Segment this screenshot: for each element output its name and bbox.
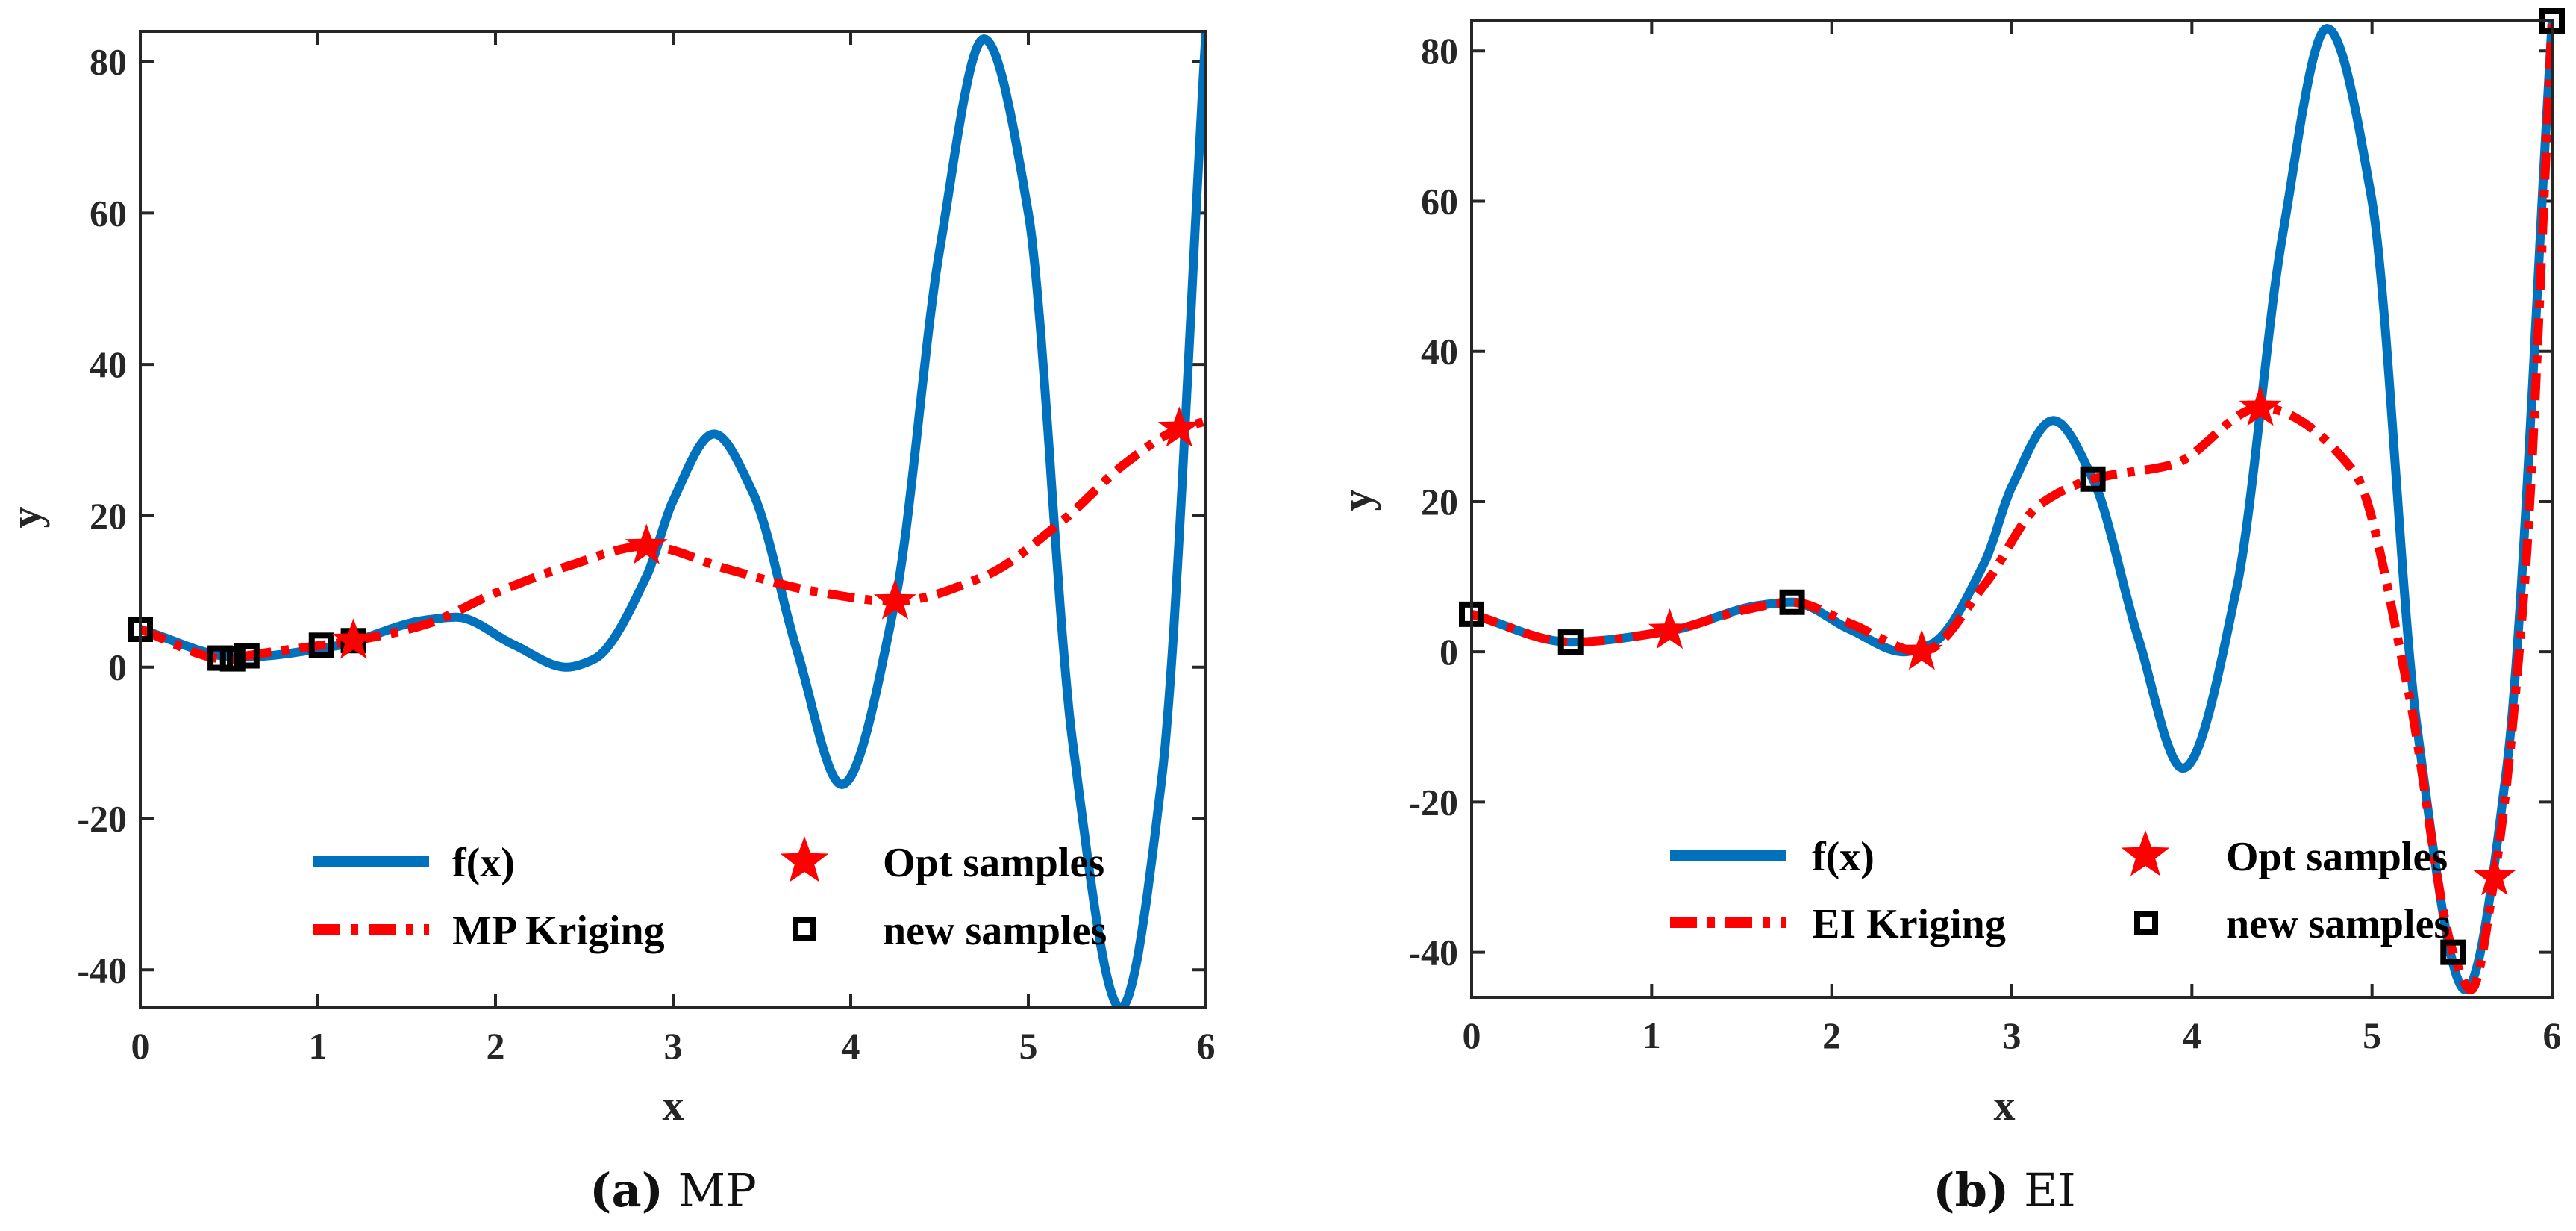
y-tick-label: -40 [1408,932,1458,973]
x-tick-label: 5 [2363,1015,2381,1056]
panel-b-ylabel: y [1333,490,1381,511]
panel-a-ticks: 0 1 2 3 4 5 6 -40 -20 0 20 40 60 80 [77,31,1216,1067]
y-tick-label: 20 [1421,481,1458,523]
opt-sample-star [1157,406,1201,447]
legend-opt-label: Opt samples [883,840,1104,886]
new-sample-marker [1557,629,1584,655]
new-sample-marker [2440,939,2466,965]
panel-b-caption: (b) EI [1933,1163,2076,1218]
panel-b-curves [1472,21,2552,995]
panel-a-xlabel: x [663,1081,684,1129]
x-tick-label: 6 [1197,1025,1216,1067]
panel-b: 0 1 2 3 4 5 6 -40 -20 0 20 40 60 80 x y f(x) EI Krigi… [1333,8,2565,1218]
panel-a-legend: f(x) MP Kriging Opt samples new samples [313,836,1107,954]
panel-a: 0 1 2 3 4 5 6 -40 -20 0 20 40 60 80 x y f(x) MP Krigi… [1,30,1216,1218]
legend-opt-star [2121,830,2170,876]
x-tick-label: 0 [1463,1015,1481,1056]
panel-a-caption: (a) MP [590,1163,757,1218]
y-tick-label: -20 [1408,781,1458,823]
y-tick-label: 80 [90,41,127,83]
legend-opt-star [780,836,829,882]
opt-sample-star [1900,629,1943,670]
panel-b-legend: f(x) EI Kriging Opt samples new samples [1670,830,2450,947]
new-sample-marker [2080,466,2106,492]
y-tick-label: -40 [77,949,127,991]
panel-b-xlabel: x [1994,1081,2016,1129]
panel-a-curves [140,31,1206,1008]
y-tick-label: 40 [1421,331,1458,373]
opt-sample-star [1648,608,1691,649]
opt-sample-star [2473,855,2516,896]
x-tick-label: 1 [309,1025,328,1067]
legend-kriging-label: MP Kriging [452,908,665,954]
legend-new-square [2134,911,2158,935]
y-tick-label: 60 [90,192,127,234]
y-tick-label: 0 [108,646,127,688]
panel-b-axes-box [1470,19,2554,999]
legend-new-square [793,917,816,941]
y-tick-label: -20 [77,798,127,840]
panel-a-caption-letter: (a) [590,1163,663,1218]
legend-new-label: new samples [883,908,1107,954]
y-tick-label: 20 [90,495,127,537]
y-tick-label: 80 [1421,30,1458,72]
panel-a-ylabel: y [1,507,50,529]
x-tick-label: 3 [2003,1015,2022,1056]
legend-fx-label: f(x) [452,840,515,886]
new-sample-marker [1779,589,1805,615]
x-tick-label: 1 [1642,1015,1661,1056]
x-tick-label: 4 [842,1025,860,1067]
x-tick-label: 2 [1822,1015,1841,1056]
legend-opt-label: Opt samples [2226,834,2448,880]
y-tick-label: 40 [90,343,127,385]
opt-sample-star [332,618,375,659]
x-tick-label: 3 [664,1025,683,1067]
panel-b-ticks: 0 1 2 3 4 5 6 -40 -20 0 20 40 60 80 [1408,21,2562,1056]
panel-b-caption-letter: (b) [1933,1163,2009,1218]
panel-b-caption-text: EI [2024,1163,2076,1218]
x-tick-label: 6 [2543,1015,2562,1056]
new-sample-marker [234,643,260,669]
opt-sample-star [2239,385,2282,426]
x-tick-label: 2 [487,1025,505,1067]
x-tick-label: 5 [1019,1025,1038,1067]
x-tick-label: 0 [131,1025,150,1067]
y-tick-label: 60 [1421,180,1458,222]
new-sample-marker [308,632,334,658]
series-kriging-line [140,417,1206,664]
x-tick-label: 4 [2183,1015,2201,1056]
legend-new-label: new samples [2226,901,2450,947]
y-tick-label: 0 [1439,631,1458,673]
opt-sample-star [625,523,668,564]
legend-kriging-label: EI Kriging [1812,901,2006,947]
panel-a-axes-box [139,30,1207,1009]
legend-fx-label: f(x) [1812,834,1875,880]
panel-a-caption-text: MP [678,1163,757,1218]
new-sample-marker [219,646,246,672]
series-kriging-line [1472,21,2552,995]
opt-sample-star [874,579,916,620]
